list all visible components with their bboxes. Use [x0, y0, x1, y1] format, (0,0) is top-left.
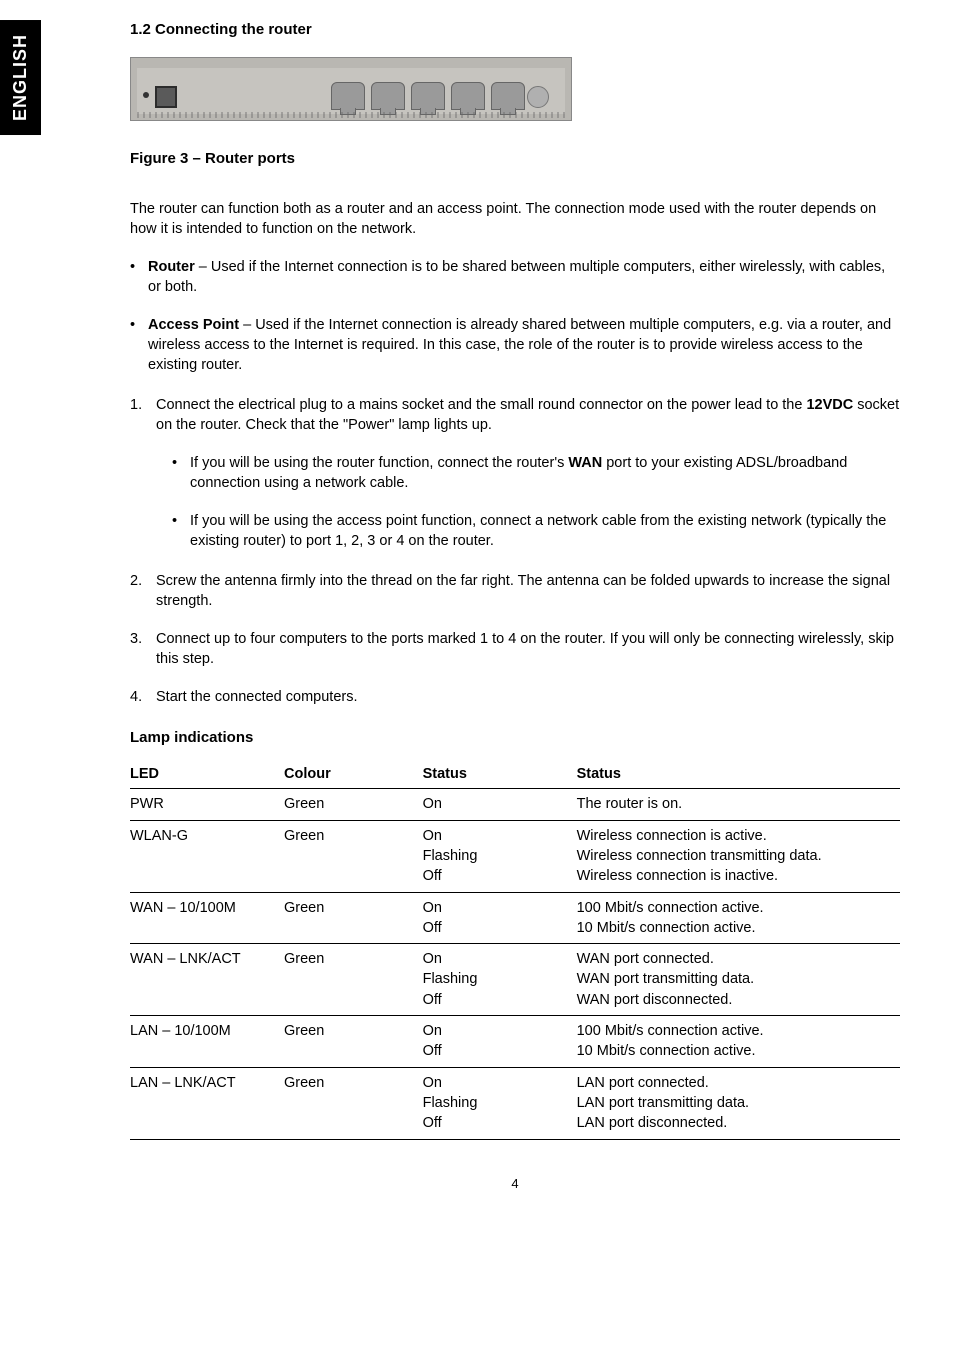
- mode-text: – Used if the Internet connection is to …: [148, 259, 885, 295]
- step-number: 2.: [130, 571, 156, 611]
- table-row: LAN – 10/100M Green OnOff 100 Mbit/s con…: [130, 1016, 900, 1068]
- cell-colour: Green: [284, 892, 423, 944]
- ethernet-port-icon: [371, 82, 405, 110]
- antenna-connector-icon: [527, 86, 549, 108]
- th-status-desc: Status: [577, 762, 900, 789]
- table-row: WLAN-G Green OnFlashingOff Wireless conn…: [130, 820, 900, 892]
- cell-colour: Green: [284, 1067, 423, 1139]
- mode-label: Access Point: [148, 317, 239, 333]
- cell-status: OnFlashingOff: [423, 820, 577, 892]
- led-table: LED Colour Status Status PWR Green On Th…: [130, 762, 900, 1139]
- th-led: LED: [130, 762, 284, 789]
- step-bold: 12VDC: [806, 397, 853, 413]
- figure-caption: Figure 3 – Router ports: [130, 149, 900, 170]
- language-tab: ENGLISH: [0, 20, 41, 135]
- step-2: 2. Screw the antenna firmly into the thr…: [130, 571, 900, 611]
- sub-text: If you will be using the router function…: [190, 455, 568, 471]
- cell-status: OnFlashingOff: [423, 944, 577, 1016]
- ethernet-port-icon: [411, 82, 445, 110]
- table-header-row: LED Colour Status Status: [130, 762, 900, 789]
- mode-item-access-point: Access Point – Used if the Internet conn…: [130, 315, 900, 375]
- cell-led: WAN – LNK/ACT: [130, 944, 284, 1016]
- cell-status: OnOff: [423, 892, 577, 944]
- cell-status: On: [423, 789, 577, 820]
- lamp-heading: Lamp indications: [130, 729, 900, 746]
- mode-text: – Used if the Internet connection is alr…: [148, 317, 891, 373]
- step-number: 1.: [130, 395, 156, 435]
- table-row: WAN – LNK/ACT Green OnFlashingOff WAN po…: [130, 944, 900, 1016]
- cell-led: LAN – 10/100M: [130, 1016, 284, 1068]
- ethernet-port-icon: [451, 82, 485, 110]
- step-text: Screw the antenna firmly into the thread…: [156, 571, 900, 611]
- cell-colour: Green: [284, 820, 423, 892]
- th-status: Status: [423, 762, 577, 789]
- cell-desc: 100 Mbit/s connection active.10 Mbit/s c…: [577, 1016, 900, 1068]
- bullet-icon: [130, 257, 148, 297]
- cell-desc: Wireless connection is active.Wireless c…: [577, 820, 900, 892]
- cell-led: PWR: [130, 789, 284, 820]
- step-4: 4. Start the connected computers.: [130, 687, 900, 707]
- step-list: 1. Connect the electrical plug to a main…: [130, 395, 900, 707]
- section-title: 1.2 Connecting the router: [130, 20, 900, 41]
- table-body: PWR Green On The router is on. WLAN-G Gr…: [130, 789, 900, 1139]
- step-1-sub-ap: If you will be using the access point fu…: [172, 511, 900, 551]
- bullet-icon: [172, 453, 190, 493]
- table-row: PWR Green On The router is on.: [130, 789, 900, 820]
- step-1-sub-router: If you will be using the router function…: [172, 453, 900, 493]
- page-number: 4: [130, 1176, 900, 1191]
- step-number: 3.: [130, 629, 156, 669]
- table-row: LAN – LNK/ACT Green OnFlashingOff LAN po…: [130, 1067, 900, 1139]
- ethernet-port-icon: [491, 82, 525, 110]
- step-1-sublist: If you will be using the router function…: [172, 453, 900, 551]
- ethernet-port-icon: [331, 82, 365, 110]
- table-row: WAN – 10/100M Green OnOff 100 Mbit/s con…: [130, 892, 900, 944]
- sub-bold: WAN: [568, 455, 602, 471]
- cell-led: WLAN-G: [130, 820, 284, 892]
- cell-desc: LAN port connected.LAN port transmitting…: [577, 1067, 900, 1139]
- step-3: 3. Connect up to four computers to the p…: [130, 629, 900, 669]
- router-ports-diagram: [130, 57, 572, 121]
- cell-status: OnFlashingOff: [423, 1067, 577, 1139]
- power-socket-icon: [155, 86, 177, 108]
- step-text: Connect up to four computers to the port…: [156, 629, 900, 669]
- step-text: Connect the electrical plug to a mains s…: [156, 397, 806, 413]
- cell-desc: 100 Mbit/s connection active.10 Mbit/s c…: [577, 892, 900, 944]
- bullet-icon: [172, 511, 190, 551]
- cell-colour: Green: [284, 789, 423, 820]
- cell-desc: WAN port connected.WAN port transmitting…: [577, 944, 900, 1016]
- cell-led: WAN – 10/100M: [130, 892, 284, 944]
- mode-item-router: Router – Used if the Internet connection…: [130, 257, 900, 297]
- cell-colour: Green: [284, 1016, 423, 1068]
- intro-paragraph: The router can function both as a router…: [130, 199, 900, 239]
- cell-desc: The router is on.: [577, 789, 900, 820]
- page: ENGLISH 1.2 Connecting the router Figure…: [0, 0, 960, 1231]
- mode-list: Router – Used if the Internet connection…: [130, 257, 900, 375]
- cell-colour: Green: [284, 944, 423, 1016]
- mode-label: Router: [148, 259, 195, 275]
- sub-text: If you will be using the access point fu…: [190, 511, 900, 551]
- step-1: 1. Connect the electrical plug to a main…: [130, 395, 900, 435]
- step-number: 4.: [130, 687, 156, 707]
- bullet-icon: [130, 315, 148, 375]
- step-text: Start the connected computers.: [156, 687, 358, 707]
- th-colour: Colour: [284, 762, 423, 789]
- cell-led: LAN – LNK/ACT: [130, 1067, 284, 1139]
- cell-status: OnOff: [423, 1016, 577, 1068]
